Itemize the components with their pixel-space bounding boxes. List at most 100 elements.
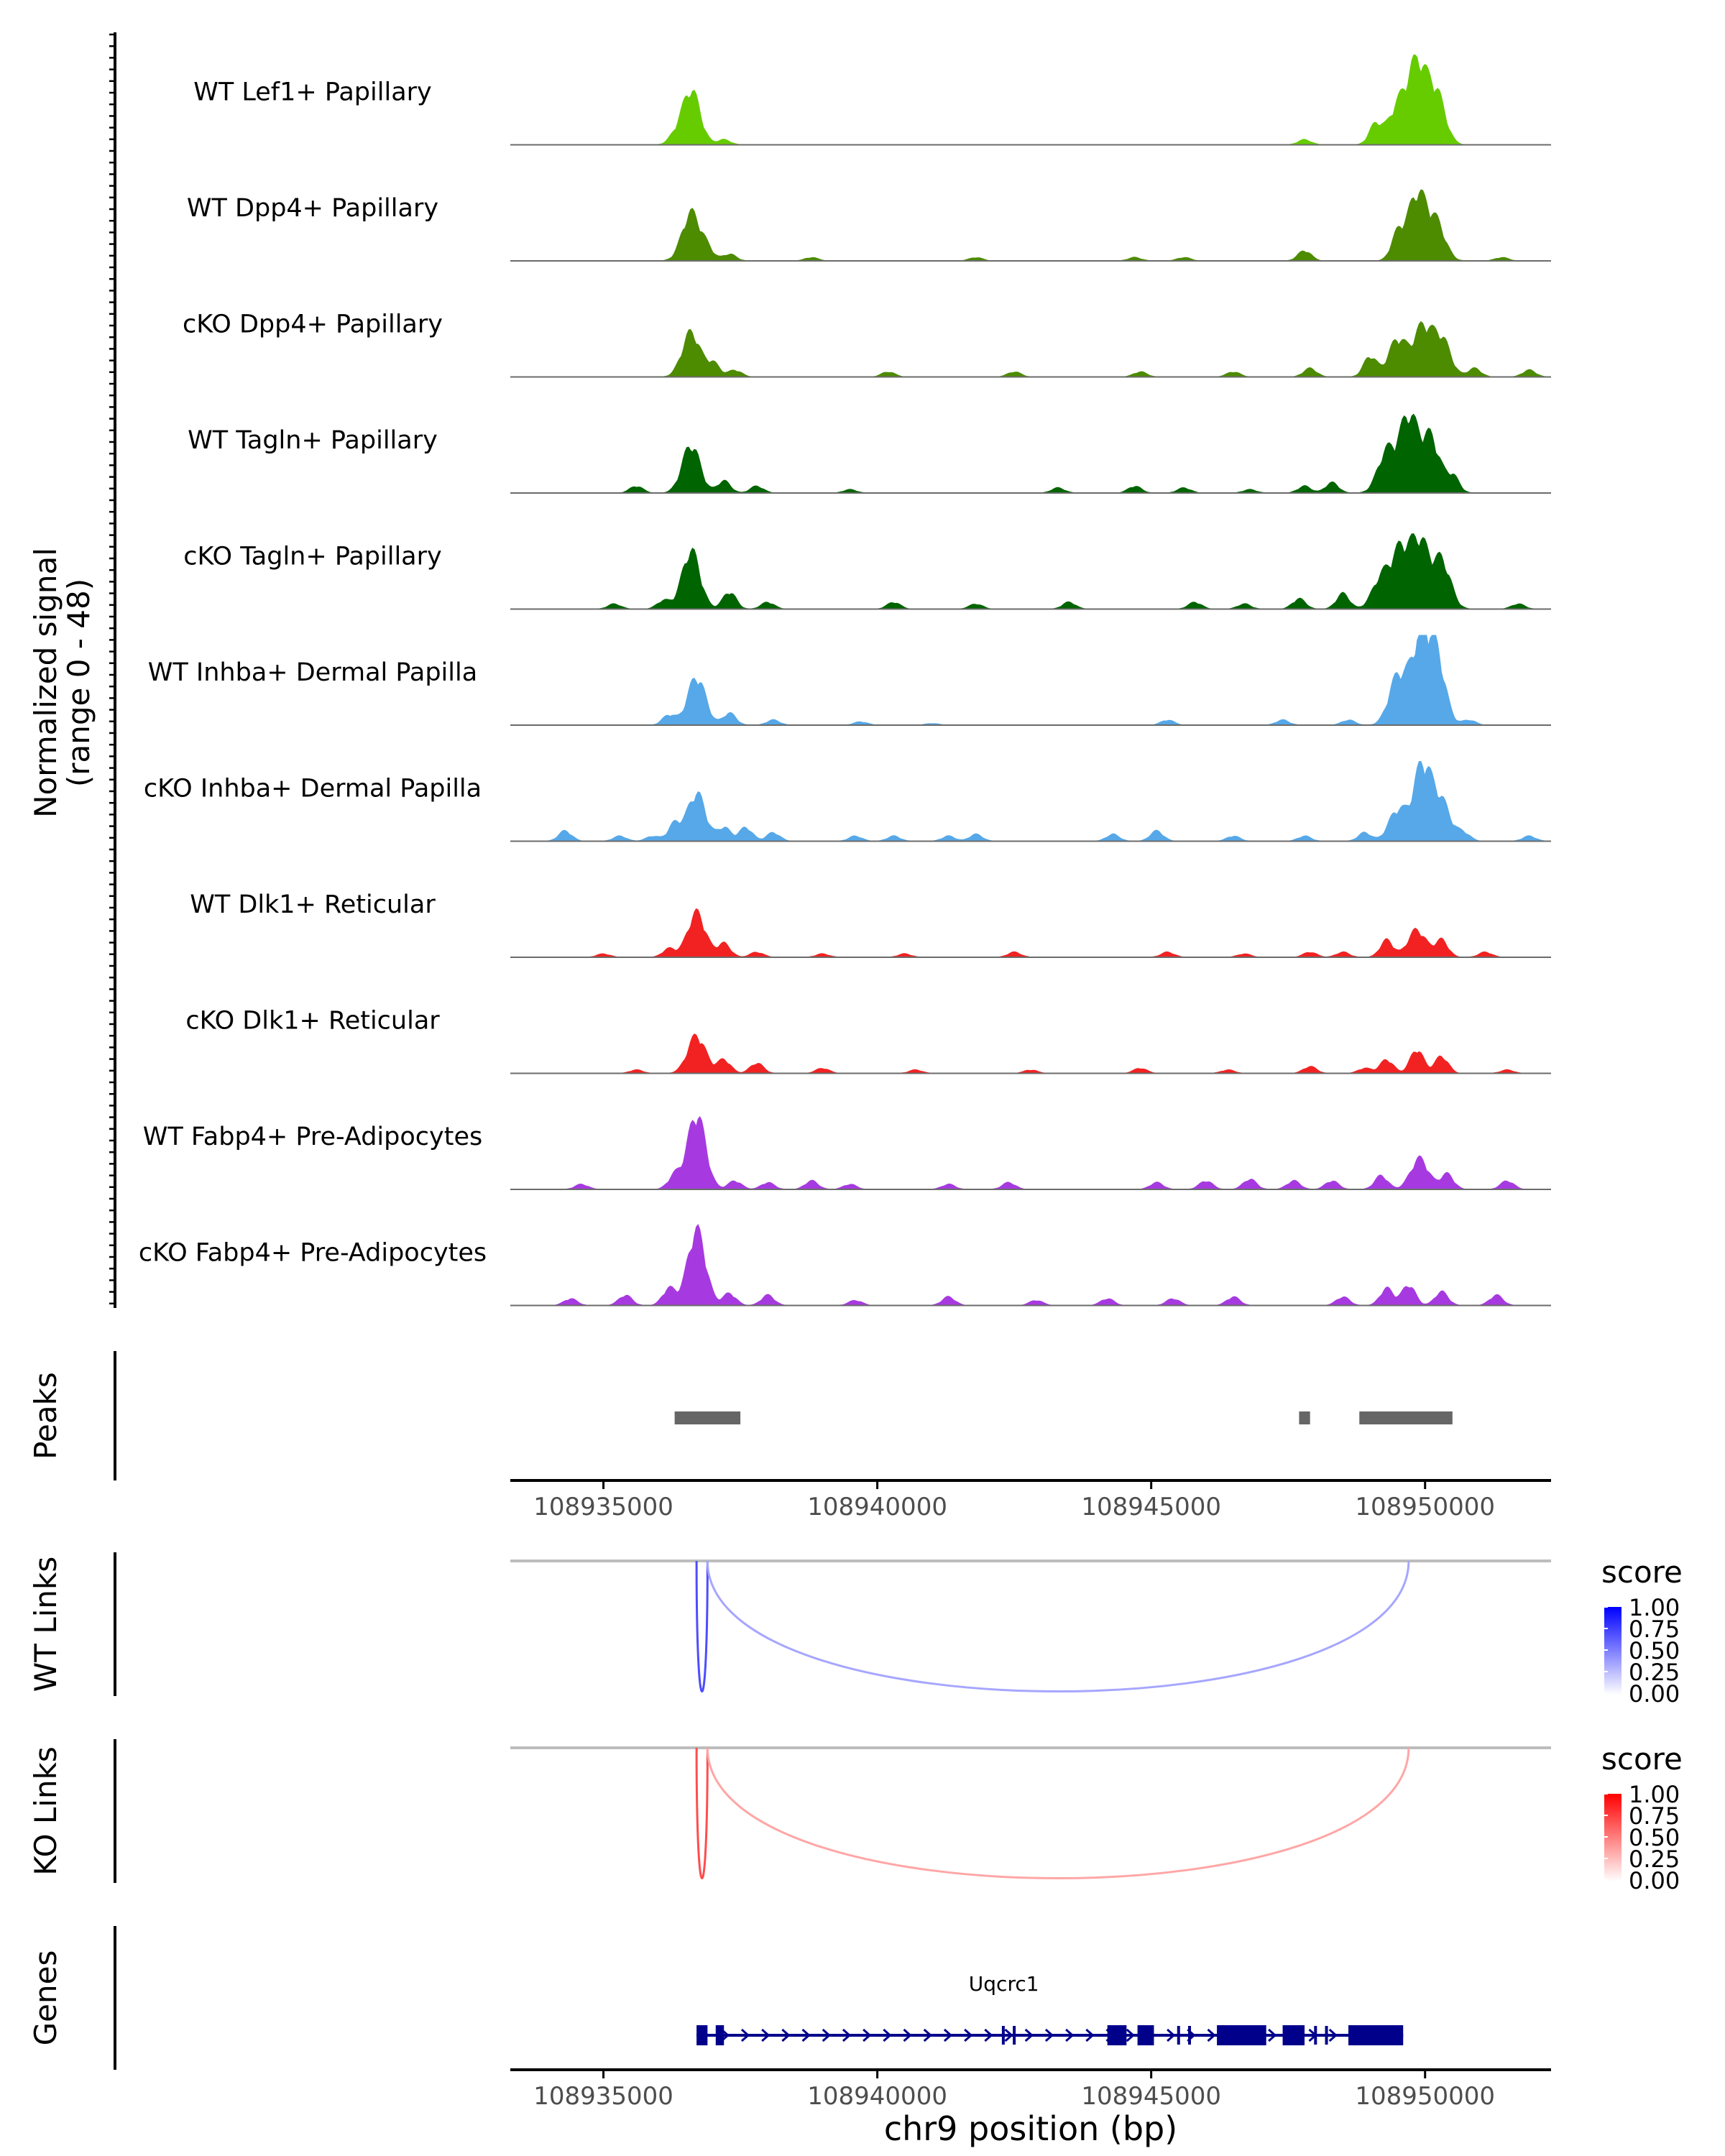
coverage-tracks: WT Lef1+ Papillary WT Dpp4+ Papillary cKO … [139, 55, 1552, 1307]
strand-arrow-icon [1126, 2028, 1135, 2042]
ko-links-legend: score 1.000.750.500.250.00 [1601, 1741, 1683, 1894]
strand-arrow-icon [1004, 2028, 1013, 2042]
legend-tick-label: 0.00 [1629, 1867, 1680, 1894]
strand-arrow-icon [1328, 2028, 1338, 2042]
exon-small [1325, 2026, 1328, 2045]
coverage-track: WT Dpp4+ Papillary [187, 189, 1551, 262]
link-arc [695, 1560, 709, 1692]
coverage-track: WT Fabp4+ Pre-Adipocytes [143, 1115, 1551, 1190]
legend-tick-label: 0.75 [1629, 1802, 1680, 1830]
exon-small [1001, 2026, 1005, 2045]
strand-arrow-icon [781, 2028, 791, 2042]
coverage-signal [510, 533, 1551, 609]
x-tick-label: 108950000 [1355, 1493, 1495, 1521]
x-tick-label: 108940000 [807, 1493, 947, 1521]
exon [696, 2025, 708, 2045]
coverage-ylabel-line1: Normalized signal [28, 548, 63, 818]
x-tick-label: 108935000 [533, 2082, 673, 2111]
coverage-signal [510, 55, 1551, 145]
wt-links-legend: score 1.000.750.500.250.00 [1601, 1554, 1683, 1708]
ko-links-arcs [510, 1746, 1551, 1879]
coverage-ylabel-line2: (range 0 - 48) [61, 579, 96, 787]
exon-small [1013, 2026, 1016, 2045]
x-tick-label: 108945000 [1081, 1493, 1221, 1521]
ko-links-label: KO Links [28, 1746, 63, 1876]
coverage-signal [510, 760, 1552, 842]
legend-title: score [1601, 1741, 1683, 1777]
strand-arrow-icon [964, 2028, 973, 2042]
strand-arrow-icon [1085, 2028, 1095, 2042]
coverage-track: WT Tagln+ Papillary [188, 413, 1551, 494]
peak-region [1359, 1411, 1453, 1424]
coverage-signal [510, 908, 1551, 958]
legend-title: score [1601, 1554, 1683, 1590]
coverage-y-axis [109, 32, 116, 1308]
coverage-signal [510, 321, 1552, 377]
coverage-signal [510, 1223, 1551, 1306]
coverage-signal [510, 413, 1551, 494]
x-tick-label: 108940000 [807, 2082, 947, 2111]
peaks-label: Peaks [28, 1372, 63, 1460]
strand-arrow-icon [822, 2028, 831, 2042]
strand-arrow-icon [862, 2028, 872, 2042]
x-ticks-lower: 108935000 108940000 108945000 108950000 [533, 2070, 1495, 2111]
legend-tick-label: 0.25 [1629, 1846, 1680, 1873]
exon [1137, 2025, 1154, 2045]
strand-arrow-icon [761, 2028, 770, 2042]
coverage-track-label: cKO Dpp4+ Papillary [183, 310, 443, 339]
coverage-track-label: cKO Dlk1+ Reticular [185, 1007, 440, 1036]
exon [1282, 2025, 1305, 2045]
x-tick-label: 108945000 [1081, 2082, 1221, 2111]
coverage-track-label: WT Dpp4+ Papillary [187, 194, 438, 223]
link-arc [706, 1560, 1410, 1692]
coverage-track-label: cKO Tagln+ Papillary [183, 543, 442, 571]
strand-arrow-icon [1167, 2028, 1176, 2042]
exon-small [1177, 2026, 1180, 2045]
legend-tick-label: 0.25 [1629, 1659, 1680, 1686]
coverage-track: cKO Dlk1+ Reticular [185, 1007, 1551, 1074]
strand-arrow-icon [923, 2028, 932, 2042]
strand-arrow-icon [943, 2028, 953, 2042]
legend-tick-label: 0.50 [1629, 1637, 1680, 1664]
link-arc [706, 1747, 1410, 1879]
x-ticks-upper: 108935000 108940000 108945000 108950000 [533, 1480, 1495, 1521]
ko-links-track: KO Links score 1.000.750.500.250.00 [28, 1739, 1683, 1894]
exon [1107, 2025, 1127, 2045]
link-arc [695, 1747, 709, 1879]
coverage-track-label: cKO Fabp4+ Pre-Adipocytes [139, 1239, 487, 1268]
coverage-track-label: WT Tagln+ Papillary [188, 426, 438, 455]
wt-links-label: WT Links [28, 1557, 63, 1692]
coverage-track-label: WT Fabp4+ Pre-Adipocytes [143, 1123, 482, 1151]
exon-small [1314, 2026, 1317, 2045]
strand-arrow-icon [842, 2028, 852, 2042]
genes-track: Genes Uqcrc1 108935000 108940000 108945000… [28, 1926, 1551, 2148]
coverage-track: cKO Fabp4+ Pre-Adipocytes [139, 1223, 1551, 1307]
strand-arrow-icon [1024, 2028, 1034, 2042]
coverage-signal [510, 189, 1551, 262]
wt-links-track: WT Links score 1.000.750.500.250.00 [28, 1552, 1683, 1708]
legend-tick-label: 0.00 [1629, 1680, 1680, 1708]
coverage-track: WT Dlk1+ Reticular [190, 890, 1551, 958]
exon [1348, 2025, 1404, 2045]
coverage-track-label: WT Lef1+ Papillary [193, 78, 432, 107]
exon-small [1188, 2026, 1192, 2045]
strand-arrow-icon [903, 2028, 912, 2042]
gene-model: Uqcrc1 [696, 1972, 1404, 2045]
peak-regions [674, 1411, 1453, 1424]
coverage-track-label: WT Inhba+ Dermal Papilla [148, 658, 477, 687]
peak-region [1299, 1411, 1310, 1424]
strand-arrow-icon [883, 2028, 892, 2042]
exon [1217, 2025, 1266, 2045]
peak-region [674, 1411, 741, 1424]
exon [715, 2025, 724, 2045]
strand-arrow-icon [740, 2028, 750, 2042]
strand-arrow-icon [1207, 2028, 1216, 2042]
strand-arrow-icon [984, 2028, 993, 2042]
strand-arrow-icon [1044, 2028, 1054, 2042]
legend-tick-label: 0.50 [1629, 1824, 1680, 1851]
coverage-signal [510, 635, 1551, 726]
x-tick-label: 108935000 [533, 1493, 673, 1521]
strand-arrow-icon [801, 2028, 811, 2042]
gene-name-label: Uqcrc1 [969, 1972, 1039, 1996]
